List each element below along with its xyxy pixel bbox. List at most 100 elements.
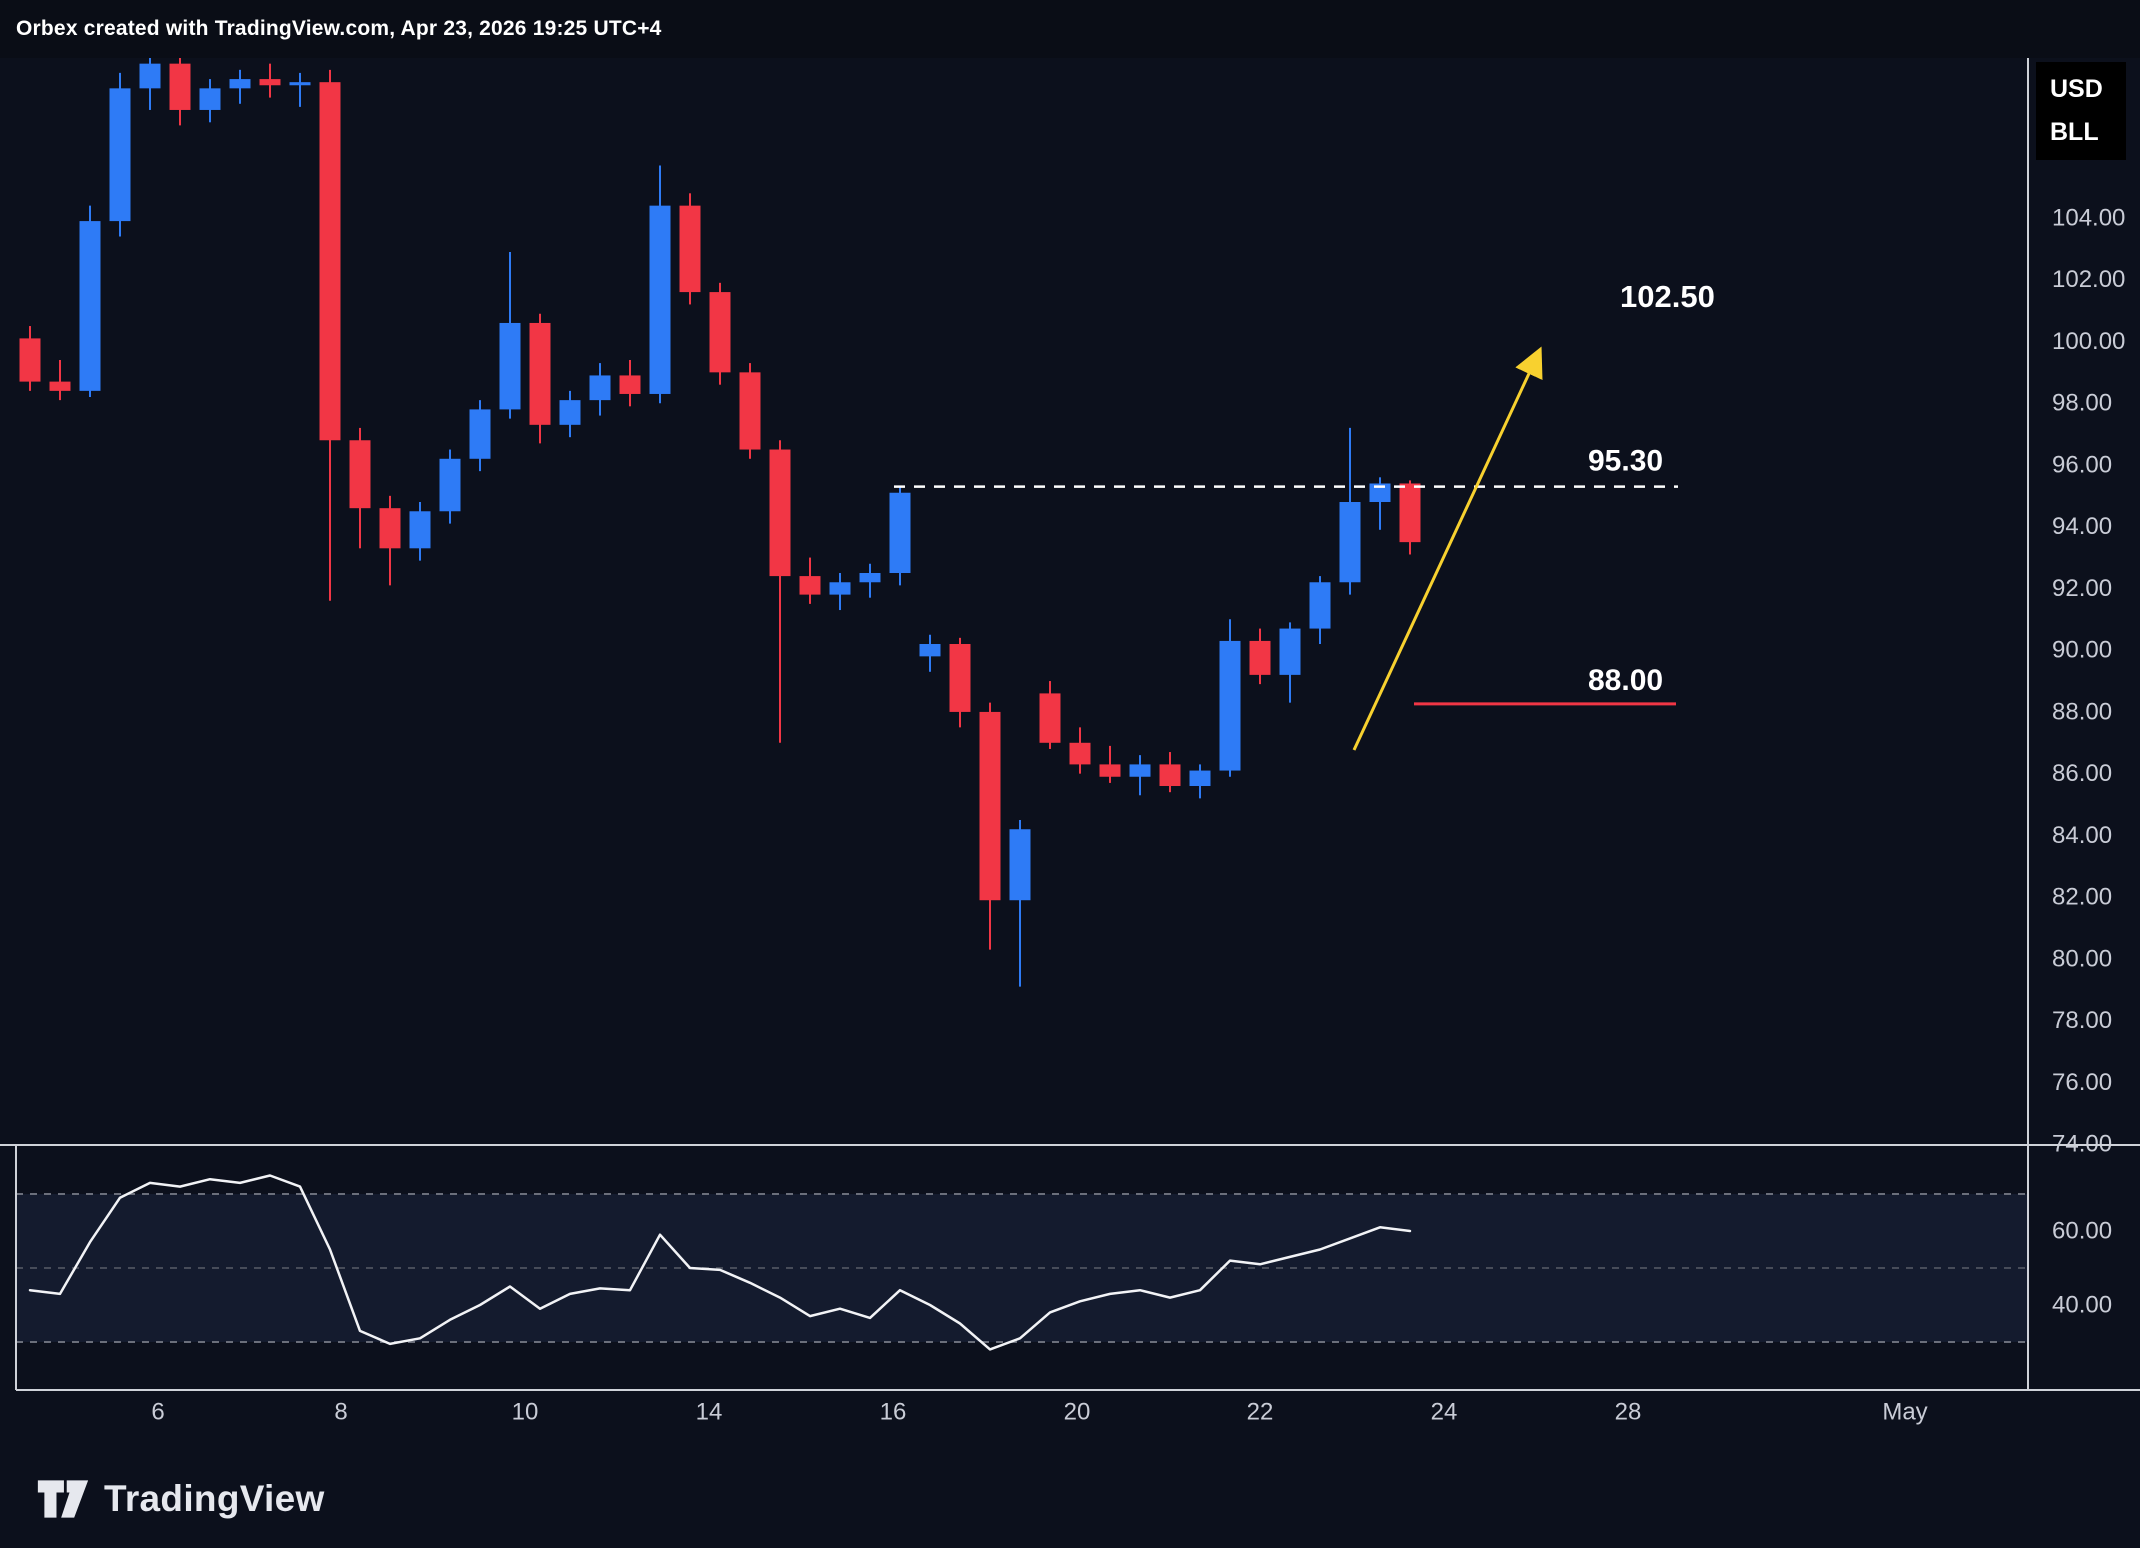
candle-body — [589, 375, 611, 401]
candle — [439, 449, 461, 524]
tradingview-logo-icon — [37, 1480, 89, 1518]
candle — [529, 313, 551, 444]
candle — [589, 363, 611, 416]
candle-body — [289, 82, 311, 86]
candle — [1069, 727, 1091, 774]
price-axis-label: 86.00 — [2052, 760, 2112, 787]
candle-body — [679, 205, 701, 293]
candle-body — [829, 582, 851, 595]
candle-body — [709, 292, 731, 373]
candle-body — [919, 644, 941, 657]
rsi-band — [16, 1194, 2028, 1342]
price-axis-label: 96.00 — [2052, 451, 2112, 478]
candle-body — [139, 63, 161, 89]
chart-header: Orbex created with TradingView.com, Apr … — [0, 0, 2140, 58]
symbol-badge: USD BLL — [2036, 62, 2126, 160]
chart-attribution-text: Orbex created with TradingView.com, Apr … — [16, 17, 662, 40]
price-axis-label: 90.00 — [2052, 637, 2112, 664]
candle — [109, 72, 131, 237]
projection-arrow[interactable] — [1352, 346, 1543, 751]
candle — [1009, 819, 1031, 987]
price-axis-label: 76.00 — [2052, 1069, 2112, 1096]
time-axis-label: 8 — [334, 1399, 347, 1426]
candles — [19, 58, 1421, 987]
price-axis-label: 98.00 — [2052, 390, 2112, 417]
candle-body — [19, 338, 41, 382]
tradingview-watermark[interactable]: TradingView — [36, 1468, 325, 1530]
candle — [859, 563, 881, 598]
support-price-label: 88.00 — [1588, 664, 1663, 697]
symbol-badge-line1: USD — [2050, 75, 2103, 104]
candle — [319, 69, 341, 601]
candle-body — [1249, 640, 1271, 675]
candle — [19, 326, 41, 391]
candle-body — [1339, 502, 1361, 583]
candle-body — [1399, 483, 1421, 543]
time-axis-label: 28 — [1615, 1399, 1642, 1426]
candle — [79, 205, 101, 398]
rsi-axis-label: 60.00 — [2052, 1218, 2112, 1245]
candle — [1129, 755, 1151, 796]
candle-body — [739, 372, 761, 450]
rsi-line — [28, 1174, 1412, 1351]
price-axis-label: 80.00 — [2052, 945, 2112, 972]
candle-body — [619, 375, 641, 394]
candle — [889, 486, 911, 586]
candle — [199, 79, 221, 123]
candle — [1339, 427, 1361, 595]
candle-body — [319, 82, 341, 441]
candle-body — [799, 576, 821, 595]
candle — [349, 427, 371, 549]
candle — [1099, 745, 1121, 783]
candle-body — [409, 511, 431, 549]
candle-body — [109, 88, 131, 222]
candle-body — [169, 63, 191, 110]
candle — [469, 400, 491, 472]
price-axis-label: 104.00 — [2052, 205, 2125, 232]
price-axis-label: 92.00 — [2052, 575, 2112, 602]
time-axis-label: May — [1882, 1399, 1927, 1426]
candle — [1039, 681, 1061, 749]
candle — [649, 165, 671, 404]
candle — [139, 58, 161, 110]
candle-body — [1159, 764, 1181, 787]
rsi-axis-label: 40.00 — [2052, 1292, 2112, 1319]
candle-body — [229, 79, 251, 89]
candle-body — [349, 440, 371, 509]
candle-body — [979, 711, 1001, 901]
candle-body — [769, 449, 791, 577]
candle-body — [469, 409, 491, 459]
candle-body — [1279, 628, 1301, 675]
candle — [1399, 480, 1421, 555]
candle — [379, 495, 401, 586]
candle-body — [1369, 483, 1391, 503]
candle-body — [499, 322, 521, 410]
candle — [1219, 619, 1241, 777]
candle-body — [559, 400, 581, 425]
time-axis[interactable]: 6 8 10 14 16 20 22 24 28 May — [151, 1399, 1927, 1426]
candle-body — [1129, 764, 1151, 777]
candle-body — [379, 508, 401, 549]
candle — [1309, 576, 1331, 645]
candle-body — [1309, 582, 1331, 629]
time-axis-label: 14 — [696, 1399, 723, 1426]
candle — [499, 251, 521, 419]
price-axis[interactable]: 104.00 102.00 100.00 98.00 96.00 94.00 92.00 90… — [2052, 205, 2125, 1319]
time-axis-label: 24 — [1431, 1399, 1458, 1426]
candle — [559, 390, 581, 438]
price-axis-label: 88.00 — [2052, 698, 2112, 725]
candle-body — [49, 381, 71, 391]
candle — [1249, 628, 1271, 685]
candle-body — [439, 458, 461, 512]
candle — [289, 72, 311, 107]
symbol-badge-line2: BLL — [2050, 117, 2099, 146]
candle — [739, 363, 761, 459]
candle-body — [1069, 742, 1091, 765]
candle — [229, 69, 251, 104]
candle — [799, 557, 821, 604]
candle-body — [1189, 770, 1211, 787]
candle — [919, 634, 941, 672]
candle — [619, 360, 641, 407]
